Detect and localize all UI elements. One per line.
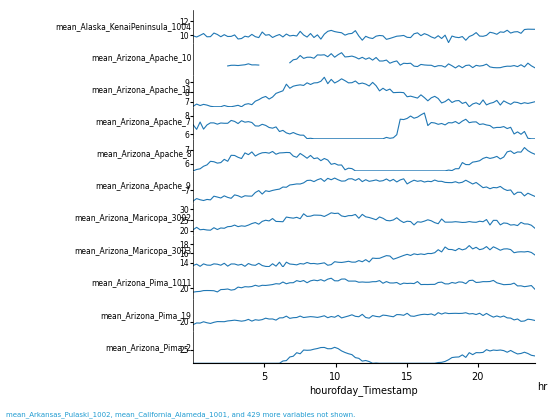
Text: mean_Arizona_Pima_2: mean_Arizona_Pima_2 xyxy=(105,343,192,352)
Text: mean_Arkansas_Pulaski_1002, mean_California_Alameda_1001, and 429 more variables: mean_Arkansas_Pulaski_1002, mean_Califor… xyxy=(6,411,355,418)
Text: mean_Arizona_Maricopa_3003: mean_Arizona_Maricopa_3003 xyxy=(74,247,192,255)
Text: mean_Arizona_Apache_10: mean_Arizona_Apache_10 xyxy=(91,54,192,63)
Text: mean_Arizona_Apache_9: mean_Arizona_Apache_9 xyxy=(96,182,192,192)
Text: mean_Arizona_Pima_1011: mean_Arizona_Pima_1011 xyxy=(91,278,192,288)
Text: mean_Arizona_Apache_11: mean_Arizona_Apache_11 xyxy=(91,86,192,95)
Text: mean_Arizona_Apache_8: mean_Arizona_Apache_8 xyxy=(96,150,192,159)
Text: mean_Arizona_Apache_7: mean_Arizona_Apache_7 xyxy=(96,118,192,127)
Text: mean_Arizona_Maricopa_3002: mean_Arizona_Maricopa_3002 xyxy=(74,215,192,223)
Text: mean_Arizona_Pima_19: mean_Arizona_Pima_19 xyxy=(101,311,192,320)
Text: hr: hr xyxy=(538,382,548,392)
X-axis label: hourofday_Timestamp: hourofday_Timestamp xyxy=(310,385,418,396)
Text: mean_Alaska_KenaiPeninsula_1004: mean_Alaska_KenaiPeninsula_1004 xyxy=(55,22,192,31)
